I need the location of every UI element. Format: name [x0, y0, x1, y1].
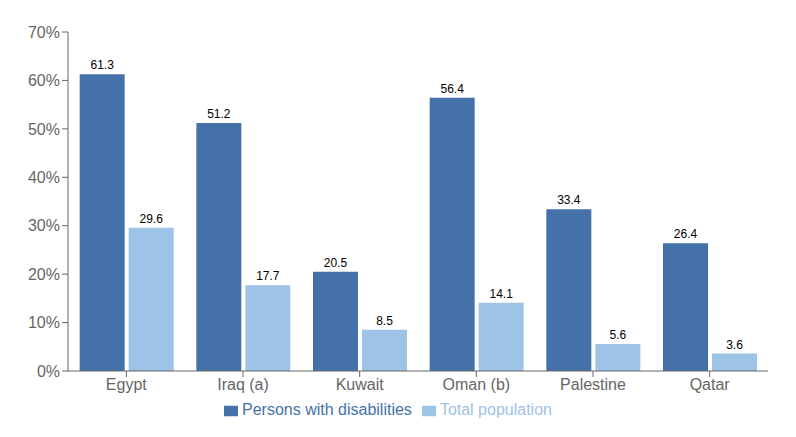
- svg-text:Egypt: Egypt: [106, 376, 147, 393]
- svg-text:17.7: 17.7: [256, 269, 280, 283]
- svg-text:26.4: 26.4: [674, 227, 698, 241]
- svg-text:51.2: 51.2: [207, 107, 231, 121]
- svg-text:0%: 0%: [37, 363, 60, 380]
- svg-text:5.6: 5.6: [609, 328, 626, 342]
- svg-text:50%: 50%: [28, 121, 60, 138]
- svg-text:8.5: 8.5: [376, 314, 393, 328]
- svg-text:Qatar: Qatar: [690, 376, 731, 393]
- svg-text:Kuwait: Kuwait: [336, 376, 385, 393]
- svg-text:60%: 60%: [28, 72, 60, 89]
- svg-text:Iraq (a): Iraq (a): [217, 376, 269, 393]
- svg-text:29.6: 29.6: [139, 212, 163, 226]
- svg-text:Oman (b): Oman (b): [443, 376, 511, 393]
- html-text:Persons with disabilities: Persons with disabilities: [242, 401, 412, 418]
- svg-text:40%: 40%: [28, 169, 60, 186]
- svg-text:3.6: 3.6: [726, 338, 743, 352]
- svg-text:Palestine: Palestine: [560, 376, 626, 393]
- svg-text:20%: 20%: [28, 266, 60, 283]
- svg-text:61.3: 61.3: [90, 58, 114, 72]
- svg-text:56.4: 56.4: [440, 82, 464, 96]
- svg-text:33.4: 33.4: [557, 193, 581, 207]
- svg-text:14.1: 14.1: [489, 287, 513, 301]
- svg-text:10%: 10%: [28, 314, 60, 331]
- svg-text:30%: 30%: [28, 217, 60, 234]
- html-text:Total population: Total population: [439, 401, 552, 418]
- svg-text:20.5: 20.5: [324, 256, 348, 270]
- svg-text:70%: 70%: [28, 24, 60, 41]
